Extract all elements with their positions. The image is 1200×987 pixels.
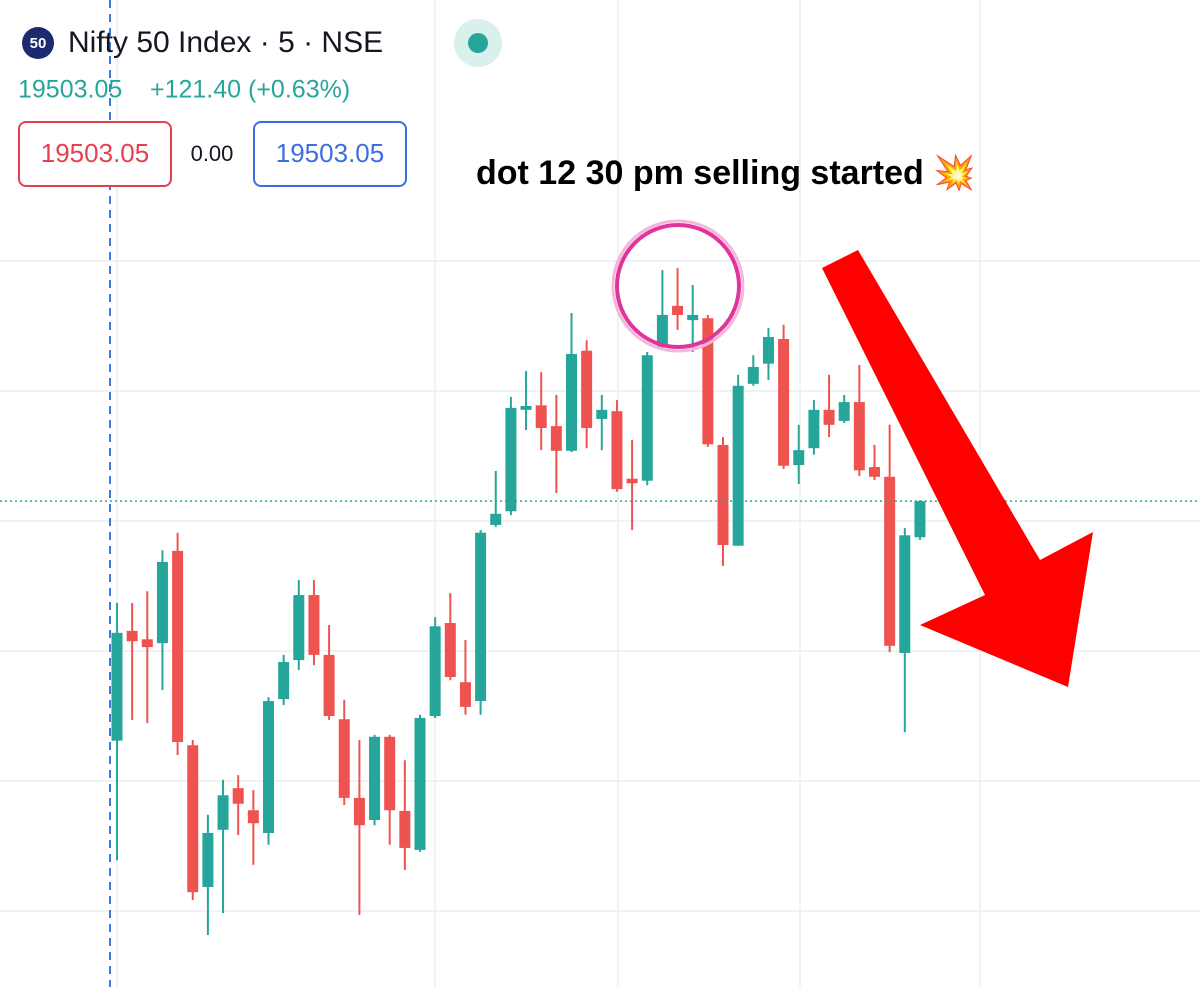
candle-body — [672, 305, 684, 315]
symbol-title: Nifty 50 Index · 5 · NSE — [68, 26, 383, 59]
candle-body — [505, 407, 517, 512]
candle-body — [869, 467, 880, 477]
candle-body — [611, 411, 623, 490]
candle-body — [641, 355, 653, 481]
candle-body — [838, 402, 850, 421]
candle-body — [823, 409, 835, 425]
candle-body — [444, 623, 456, 677]
annotation: dot 12 30 pm selling started 💥 — [476, 153, 976, 193]
candle-body — [172, 550, 184, 742]
candle-body — [126, 630, 138, 642]
candle-body — [566, 353, 577, 451]
candle-body — [202, 833, 214, 887]
sell-price[interactable]: 19503.05 — [41, 138, 149, 168]
candle-body — [808, 409, 820, 449]
candle-body — [187, 745, 199, 893]
candle-body — [899, 535, 911, 653]
buy-price[interactable]: 19503.05 — [276, 138, 384, 168]
candle-body — [702, 318, 714, 445]
buy-button[interactable] — [253, 121, 407, 187]
candle-body — [156, 561, 168, 644]
candle-body — [369, 736, 381, 820]
candle-body — [247, 810, 259, 824]
index-badge — [22, 27, 54, 59]
candle-body — [717, 444, 729, 546]
candle-body — [293, 595, 305, 661]
status-dot — [468, 33, 488, 53]
candle-body — [914, 501, 926, 538]
candle-body — [399, 810, 411, 848]
candle-body — [884, 476, 896, 646]
candle-body — [520, 405, 532, 410]
candle-body — [747, 366, 759, 384]
candle-body — [459, 682, 471, 707]
candle-body — [429, 626, 441, 716]
candle-body — [111, 632, 123, 741]
badge-text: 50 — [30, 35, 47, 52]
candle-body — [338, 719, 350, 798]
candle-body — [778, 339, 790, 466]
candle-body — [626, 478, 638, 484]
candle-body — [550, 426, 562, 451]
candle-body — [141, 639, 153, 648]
candle-body — [414, 717, 426, 850]
candle-body — [323, 654, 335, 716]
sell-button[interactable] — [18, 121, 172, 187]
candle-body — [581, 350, 593, 429]
down-arrow — [822, 250, 1093, 687]
candle-body — [232, 788, 244, 804]
candle-body — [353, 797, 365, 826]
candle-body — [384, 736, 396, 811]
candle-body — [278, 662, 290, 700]
last-price: 19503.05 — [18, 76, 122, 104]
candle-body — [853, 402, 865, 471]
price-change: +121.40 (+0.63%) — [150, 76, 350, 104]
candle-body — [475, 532, 487, 702]
candle-body — [263, 701, 274, 833]
spread: 0.00 — [191, 141, 234, 166]
candle-body — [687, 314, 699, 321]
highlight-circle — [615, 223, 741, 349]
highlight-glow — [611, 219, 745, 353]
candle-body — [308, 595, 320, 655]
candle-body — [217, 795, 229, 830]
candle-body — [793, 450, 805, 466]
candle-body — [762, 337, 774, 364]
candle-body — [732, 385, 744, 546]
candle-body — [490, 513, 502, 525]
candle-body — [596, 409, 608, 419]
candle-body — [656, 314, 668, 347]
candle-body — [535, 405, 547, 429]
